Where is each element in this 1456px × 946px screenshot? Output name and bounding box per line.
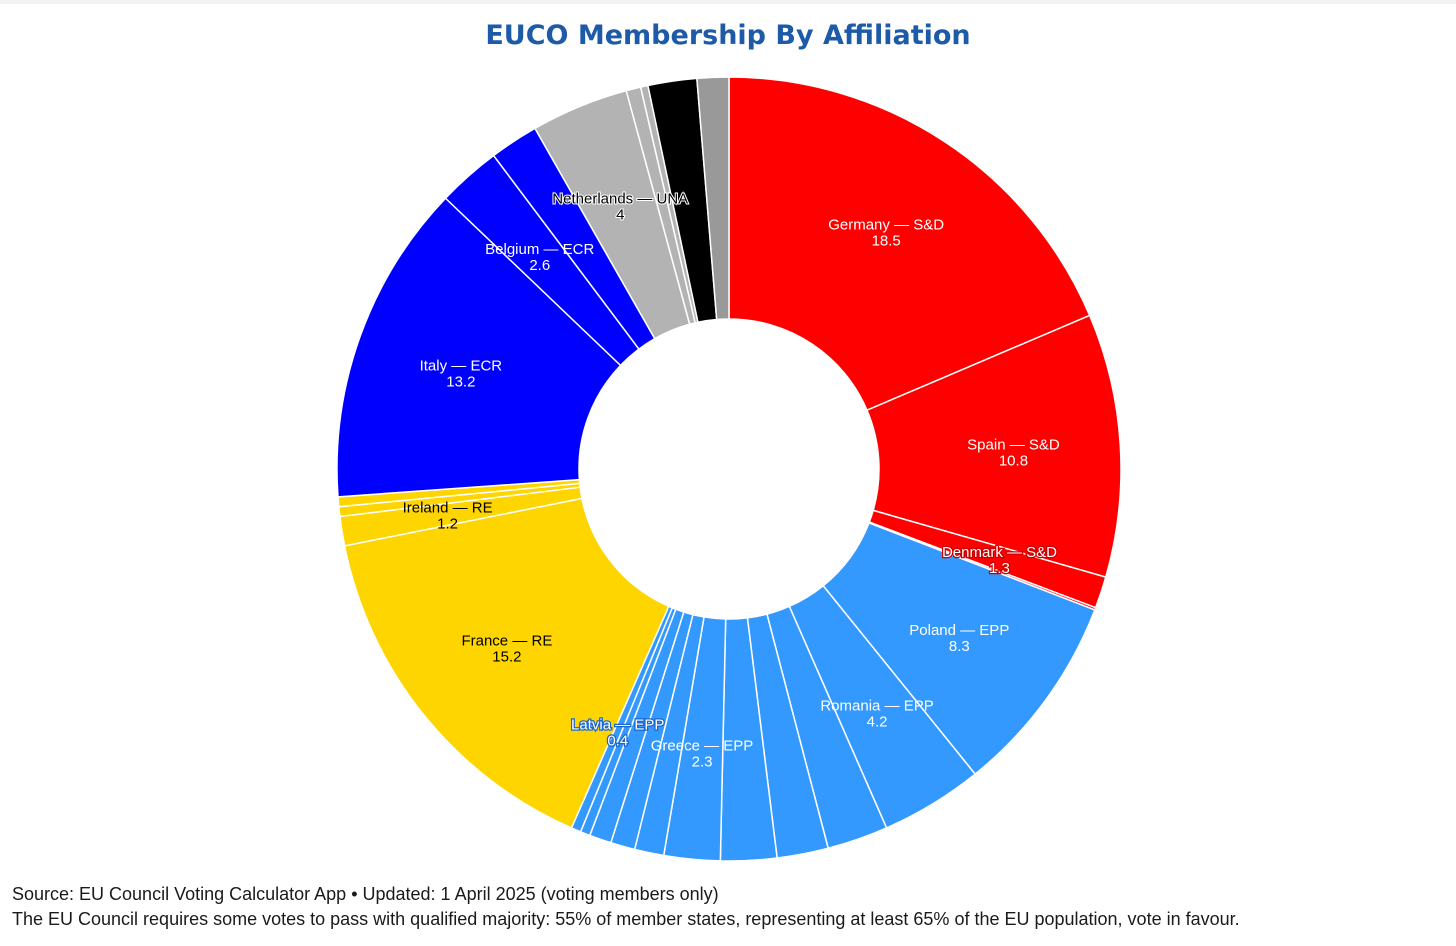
slice-france [343, 497, 670, 829]
label-denmark-value: 1.3 [989, 560, 1010, 577]
label-ireland-name: Ireland — RE [403, 499, 493, 516]
label-poland-value: 8.3 [949, 638, 970, 655]
label-belgium-value: 2.6 [529, 257, 550, 274]
label-spain-name: Spain — S&D [967, 436, 1060, 453]
label-italy-value: 13.2 [446, 373, 475, 390]
footer: Source: EU Council Voting Calculator App… [12, 882, 1240, 932]
label-romania-value: 4.2 [867, 714, 888, 731]
label-latvia-name: Latvia — EPP [571, 716, 664, 733]
label-poland-name: Poland — EPP [909, 622, 1009, 639]
label-france-value: 15.2 [492, 649, 521, 666]
label-greece-name: Greece — EPP [651, 738, 754, 755]
slice-germany [728, 76, 1091, 411]
label-spain-value: 10.8 [999, 452, 1028, 469]
slice-spain [866, 314, 1122, 578]
donut-chart: Germany — S&D18.5 Spain — S&D10.8 Denmark … [336, 76, 1122, 862]
label-france-name: France — RE [461, 633, 552, 650]
label-greece-value: 2.3 [692, 754, 713, 771]
label-germany-value: 18.5 [872, 232, 901, 249]
slice-segment-27 [696, 76, 730, 321]
label-germany-name: Germany — S&D [828, 216, 944, 233]
slice-italy [336, 197, 622, 498]
label-netherlands-value: 4 [616, 207, 624, 224]
label-romania-name: Romania — EPP [820, 698, 933, 715]
qualified-majority-note: The EU Council requires some votes to pa… [12, 909, 1240, 929]
top-rule [0, 0, 1456, 4]
label-italy-name: Italy — ECR [420, 357, 503, 374]
label-denmark-name: Denmark — S&D [942, 544, 1057, 561]
label-belgium-name: Belgium — ECR [485, 241, 594, 258]
label-ireland-value: 1.2 [437, 515, 458, 532]
label-latvia-value: 0.4 [607, 732, 628, 749]
slice-poland [822, 522, 1096, 775]
source-note: Source: EU Council Voting Calculator App… [12, 884, 719, 904]
label-netherlands-name: Netherlands — UNA [552, 191, 688, 208]
chart-title: EUCO Membership By Affiliation [485, 20, 971, 51]
